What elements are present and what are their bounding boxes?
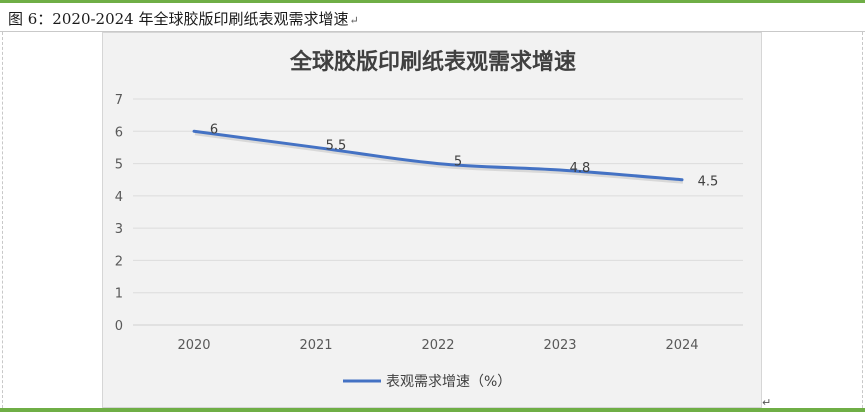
chart-title: 全球胶版印刷纸表观需求增速 — [289, 49, 576, 75]
paragraph-mark-icon: ↵ — [349, 14, 359, 27]
data-point[interactable] — [313, 144, 319, 150]
data-label: 5 — [454, 155, 462, 170]
x-tick-label: 2022 — [421, 338, 454, 353]
y-tick-label: 3 — [115, 222, 123, 237]
caption-row: 图 6：2020-2024 年全球胶版印刷纸表观需求增速↵ — [0, 3, 865, 32]
y-axis-ticks: 0 1 2 3 4 5 6 7 — [115, 93, 123, 334]
data-label: 4.5 — [698, 175, 719, 190]
y-tick-label: 2 — [115, 254, 123, 269]
data-label: 5.5 — [326, 138, 347, 153]
figure-caption: 图 6：2020-2024 年全球胶版印刷纸表观需求增速↵ — [8, 8, 359, 29]
series-layer — [191, 128, 685, 184]
data-label: 6 — [210, 122, 218, 137]
gridlines — [133, 98, 743, 326]
series-line-shadow — [194, 131, 684, 184]
end-paragraph-mark-icon: ↵ — [762, 396, 772, 409]
y-tick-label: 4 — [115, 190, 123, 205]
y-tick-label: 1 — [115, 287, 123, 302]
x-tick-label: 2020 — [177, 338, 210, 353]
data-point[interactable] — [191, 128, 197, 134]
table-cell-border-right — [862, 32, 863, 408]
bottom-accent-bar — [0, 408, 865, 412]
y-tick-label: 7 — [115, 93, 123, 108]
x-axis-ticks: 2020 2021 2022 2023 2024 — [177, 338, 698, 353]
x-tick-label: 2024 — [665, 338, 698, 353]
x-tick-label: 2021 — [299, 338, 332, 353]
data-point[interactable] — [435, 161, 441, 167]
table-cell-border-left — [2, 32, 3, 408]
y-tick-label: 5 — [115, 158, 123, 173]
legend[interactable]: 表观需求增速（%） — [343, 374, 511, 390]
data-label: 4.8 — [570, 161, 591, 176]
legend-label: 表观需求增速（%） — [386, 374, 511, 390]
data-labels: 6 5.5 5 4.8 4.5 — [210, 122, 718, 189]
data-point[interactable] — [679, 177, 685, 183]
x-tick-label: 2023 — [543, 338, 576, 353]
data-point[interactable] — [557, 167, 563, 173]
figure-caption-text: 图 6：2020-2024 年全球胶版印刷纸表观需求增速 — [8, 10, 349, 28]
y-tick-label: 6 — [115, 125, 123, 140]
series-line[interactable] — [192, 129, 684, 182]
y-tick-label: 0 — [115, 319, 123, 334]
top-accent-bar — [0, 0, 865, 3]
